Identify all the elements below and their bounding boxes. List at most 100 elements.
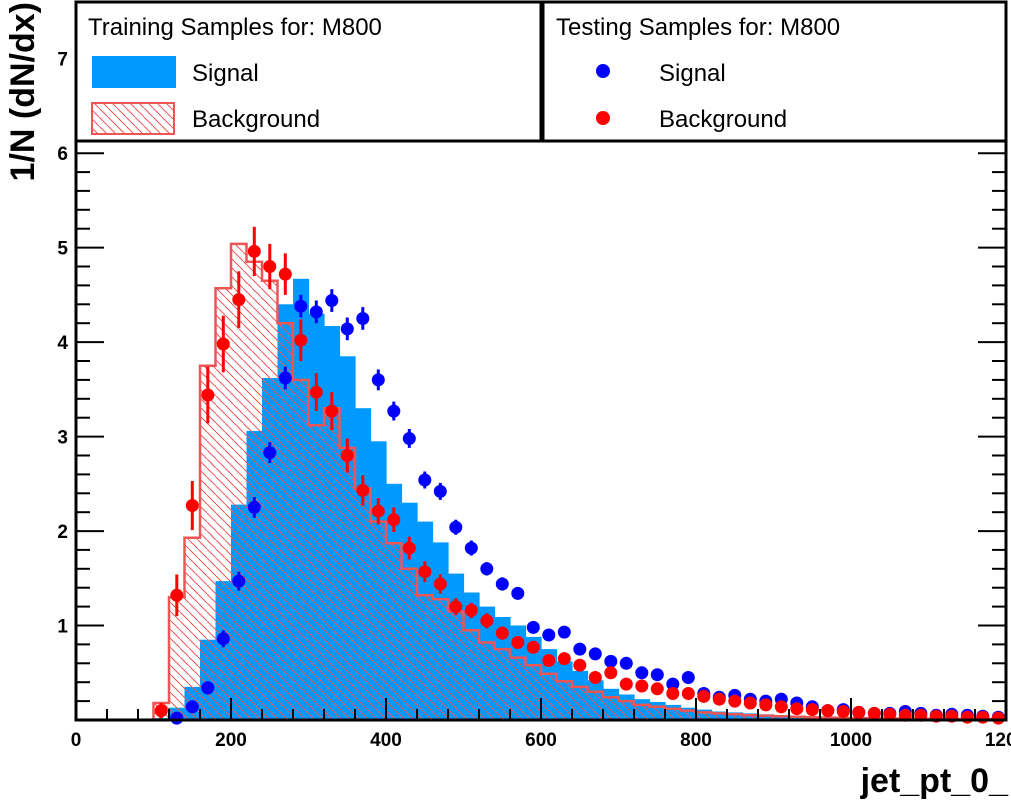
x-axis-title: jet_pt_0_ <box>860 762 1009 800</box>
background-test-point <box>402 541 416 555</box>
y-tick-label: 1 <box>57 617 68 638</box>
signal-test-point <box>511 586 525 600</box>
y-tick-label: 6 <box>57 144 68 165</box>
legend-testing-background-marker <box>596 111 610 125</box>
background-test-point <box>821 704 835 718</box>
signal-test-point <box>635 666 649 680</box>
background-test-point <box>201 388 215 402</box>
background-test-point <box>666 687 680 700</box>
background-test-point <box>418 565 432 579</box>
background-test-point <box>340 449 354 462</box>
signal-test-point <box>309 305 323 319</box>
background-test-point <box>650 682 664 696</box>
background-test-point <box>371 504 385 518</box>
background-test-point <box>480 614 494 628</box>
signal-test-point <box>650 668 664 682</box>
signal-test-point <box>619 656 633 670</box>
x-tick-label: 1000 <box>830 730 872 751</box>
x-tick-label: 800 <box>680 730 712 751</box>
background-test-point <box>495 626 509 640</box>
signal-test-point <box>604 654 618 668</box>
tick-labels: 0 200 400 600 800 1000 1200 1 2 3 4 5 6 7 <box>57 50 1011 751</box>
signal-test-point <box>387 404 401 418</box>
signal-test-point <box>557 625 571 639</box>
signal-test-point <box>464 541 478 555</box>
background-test-point <box>712 692 726 706</box>
legend-training-title: Training Samples for: M800 <box>88 14 382 41</box>
background-test-point <box>836 705 850 718</box>
signal-test-point <box>573 642 587 656</box>
background-test-point <box>278 267 292 281</box>
background-test-point <box>991 711 1005 725</box>
background-test-point <box>526 640 540 654</box>
background-test-point <box>356 483 370 497</box>
background-test-point <box>774 700 788 714</box>
signal-test-point <box>449 520 463 534</box>
legend-background-swatch <box>91 102 175 135</box>
background-test-point <box>325 404 339 418</box>
legend-testing-background-label: Background <box>659 106 787 133</box>
background-test-point <box>619 677 633 691</box>
background-test-point <box>790 702 804 716</box>
signal-test-point <box>681 671 695 684</box>
signal-test-point <box>418 473 432 487</box>
x-tick-label: 0 <box>71 730 82 751</box>
signal-test-point <box>294 299 308 313</box>
background-test-point <box>542 654 556 667</box>
signal-test-point <box>170 711 184 725</box>
y-tick-label: 7 <box>57 50 68 71</box>
background-test-point <box>294 333 308 347</box>
signal-test-point <box>495 577 509 591</box>
signal-test-point <box>526 620 540 634</box>
signal-test-point <box>371 373 385 387</box>
background-test-point <box>263 260 277 273</box>
background-test-point <box>557 652 571 666</box>
signal-test-point <box>588 647 602 661</box>
background-test-point <box>449 600 463 614</box>
background-test-point <box>883 707 897 721</box>
background-test-point <box>185 499 199 512</box>
x-tick-label: 400 <box>370 730 402 751</box>
background-test-point <box>464 603 478 617</box>
x-tick-label: 600 <box>525 730 557 751</box>
y-tick-label: 4 <box>57 333 68 354</box>
background-test-point <box>976 710 990 724</box>
signal-test-point <box>185 700 199 714</box>
legend-testing-signal-label: Signal <box>659 60 726 87</box>
signal-test-point <box>325 294 339 307</box>
background-test-point <box>232 293 246 307</box>
background-test-point <box>960 710 974 724</box>
background-test-point <box>728 694 742 708</box>
y-tick-label: 3 <box>57 428 68 449</box>
background-test-point <box>697 689 711 703</box>
y-tick-label: 5 <box>57 239 68 260</box>
legend-testing-title: Testing Samples for: M800 <box>556 14 840 41</box>
legend-signal-swatch <box>92 56 176 88</box>
background-test-point <box>216 337 230 351</box>
background-test-point <box>170 588 184 602</box>
x-tick-label: 1200 <box>985 730 1011 751</box>
background-test-point <box>681 687 695 700</box>
background-test-point <box>511 636 525 649</box>
signal-test-point <box>402 432 416 445</box>
background-test-point <box>309 385 323 399</box>
background-test-point <box>759 698 773 712</box>
background-test-point <box>387 513 401 527</box>
background-test-point <box>635 679 649 693</box>
signal-test-point <box>201 681 215 695</box>
signal-test-point <box>232 574 246 588</box>
signal-test-point <box>263 446 277 460</box>
signal-test-point <box>666 677 680 691</box>
signal-test-point <box>247 500 261 514</box>
background-test-point <box>604 666 618 680</box>
x-tick-label: 200 <box>215 730 247 751</box>
background-test-point <box>573 658 587 672</box>
background-test-point <box>154 704 168 718</box>
legend-testing-signal-marker <box>596 64 610 78</box>
legend-training-signal-label: Signal <box>192 60 259 87</box>
signal-test-point <box>480 562 494 576</box>
background-test-point <box>588 671 602 684</box>
signal-test-point <box>433 484 447 498</box>
background-test-point <box>247 244 261 258</box>
